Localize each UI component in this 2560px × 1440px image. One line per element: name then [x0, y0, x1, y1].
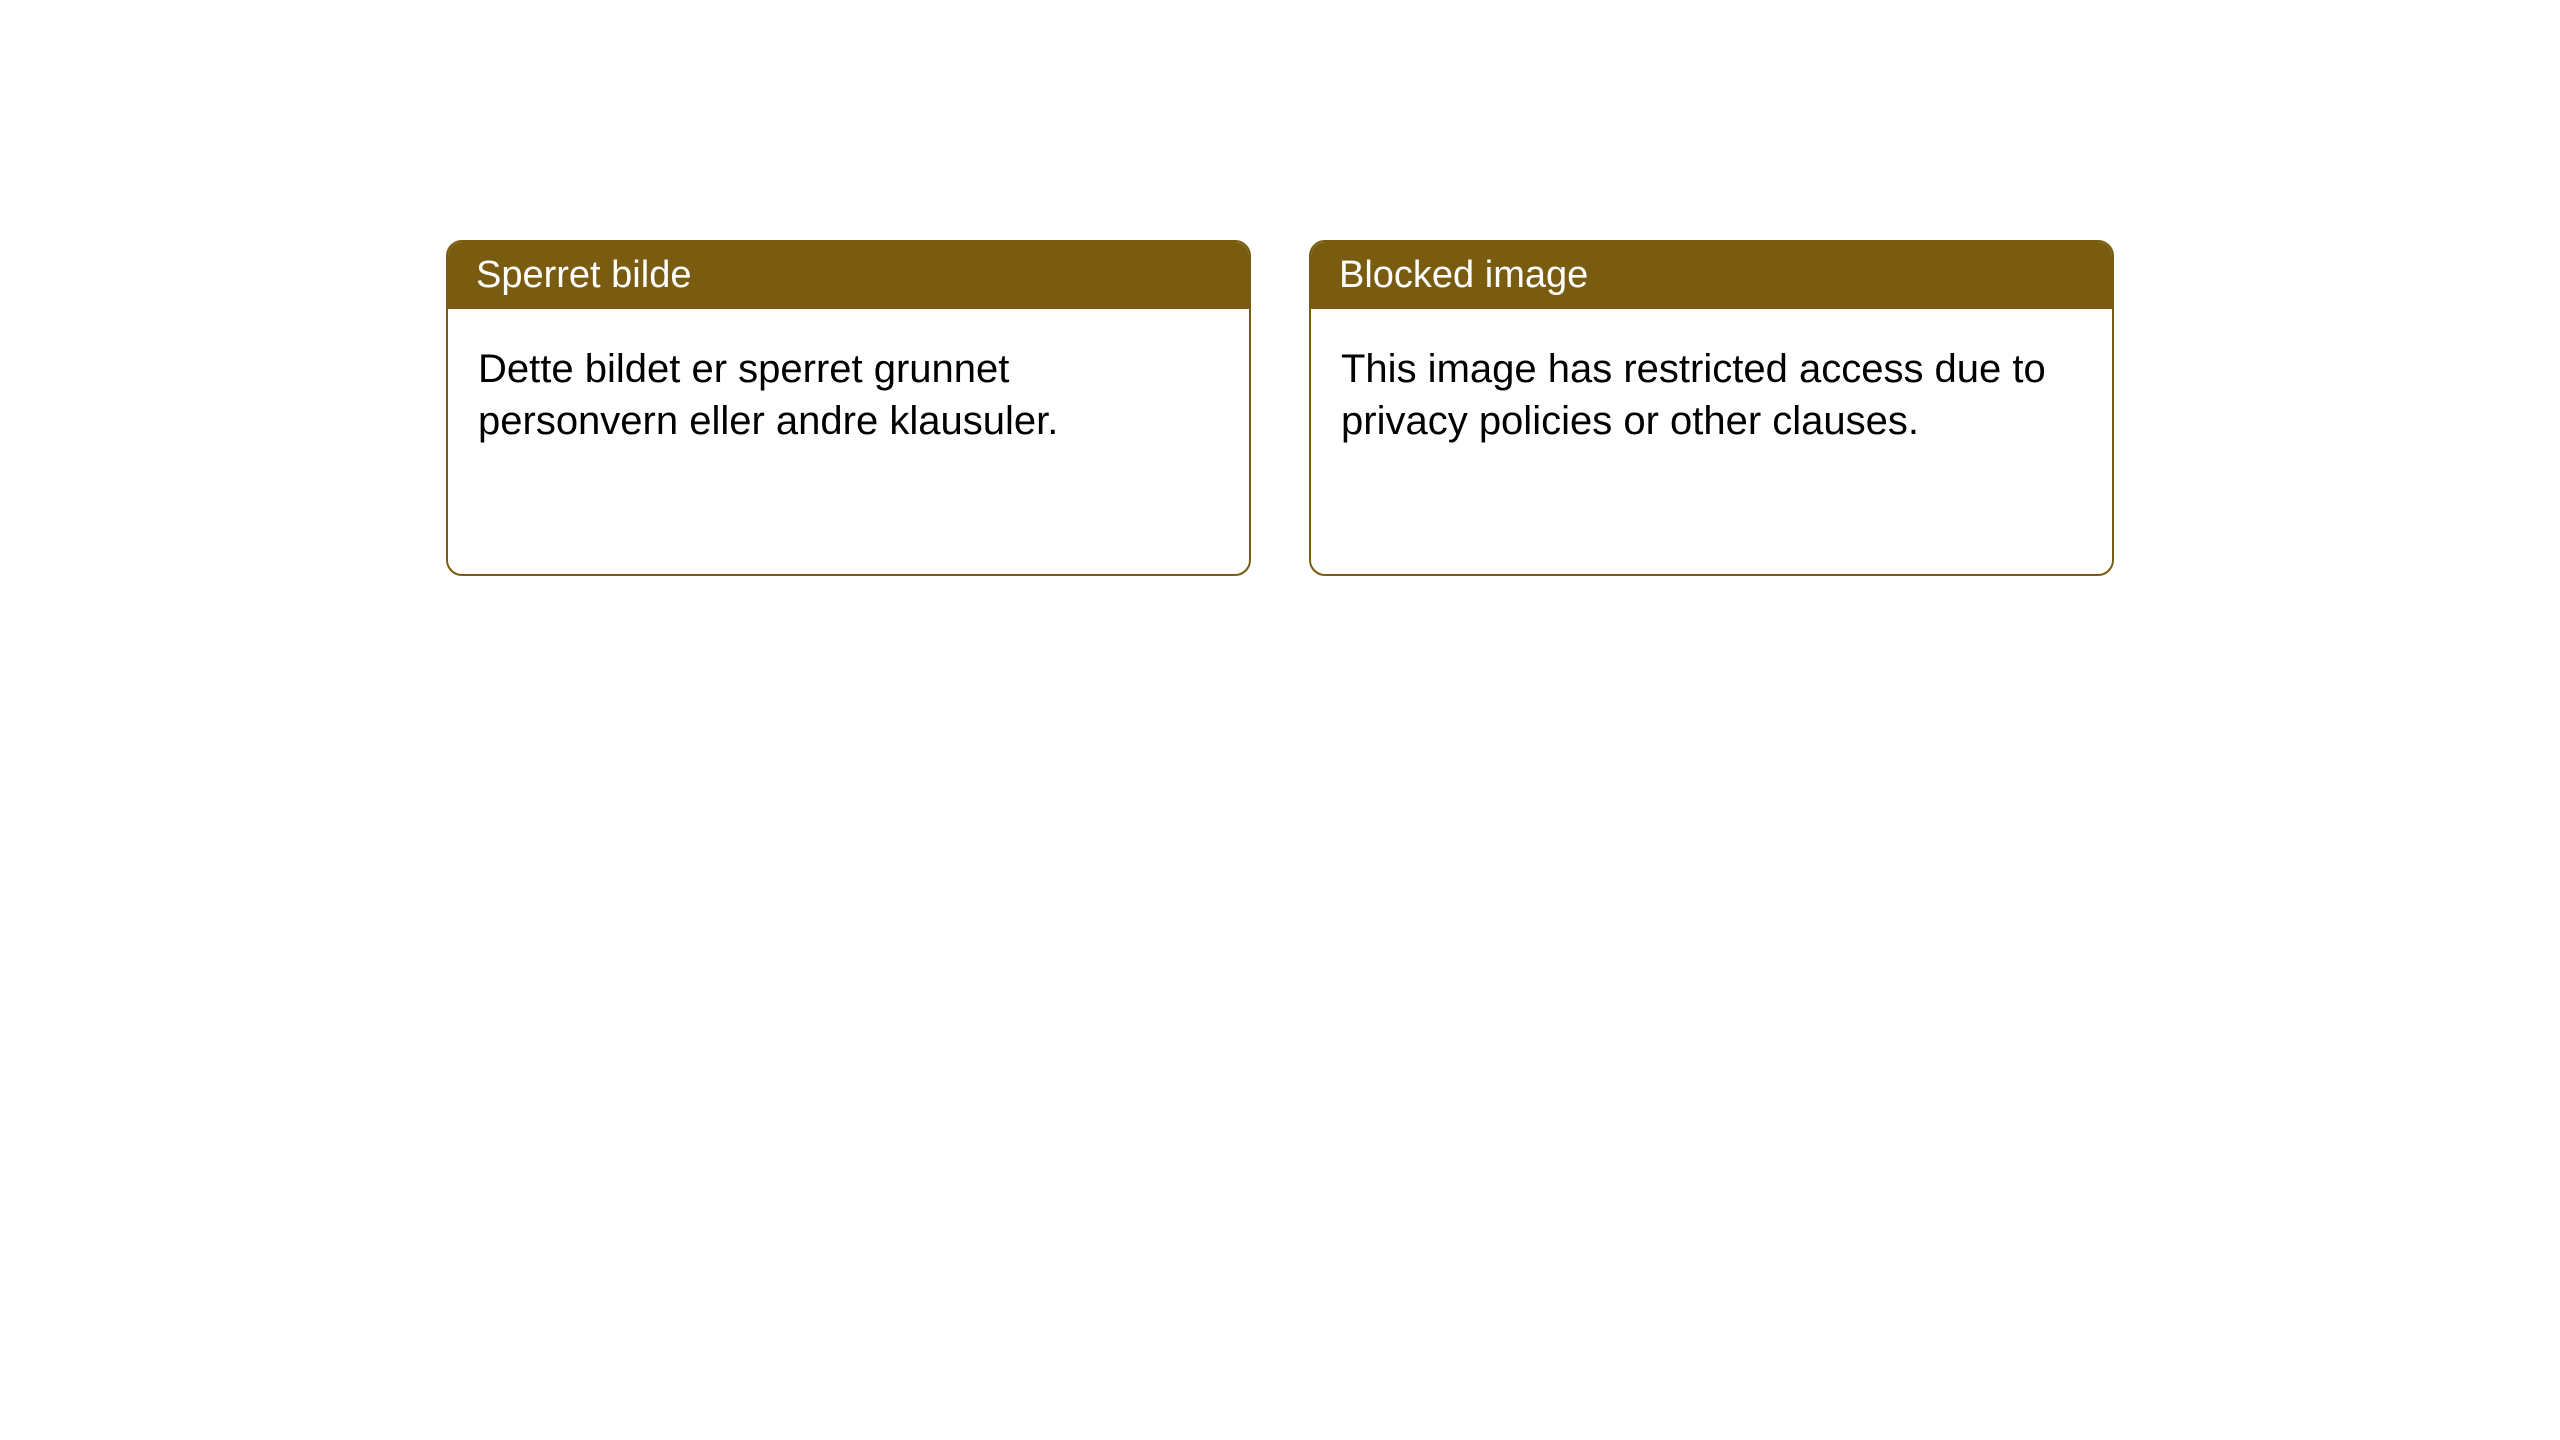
blocked-image-cards: Sperret bilde Dette bildet er sperret gr…	[446, 240, 2114, 1440]
card-body-en: This image has restricted access due to …	[1311, 309, 2112, 481]
card-body-no: Dette bildet er sperret grunnet personve…	[448, 309, 1249, 481]
blocked-image-card-no: Sperret bilde Dette bildet er sperret gr…	[446, 240, 1251, 576]
blocked-image-card-en: Blocked image This image has restricted …	[1309, 240, 2114, 576]
card-header-en: Blocked image	[1311, 242, 2112, 309]
card-header-no: Sperret bilde	[448, 242, 1249, 309]
